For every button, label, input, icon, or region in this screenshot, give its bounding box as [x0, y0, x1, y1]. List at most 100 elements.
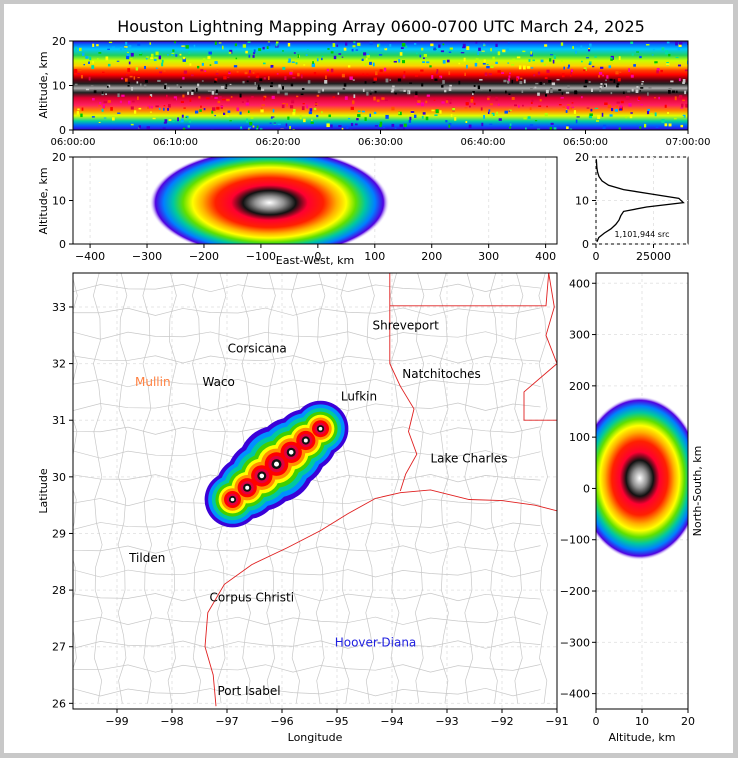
- time-height-speckle: [552, 59, 555, 64]
- time-height-speckle: [327, 48, 330, 50]
- time-height-speckle: [275, 43, 278, 47]
- longitude-tick-label: −99: [105, 715, 128, 728]
- time-height-speckle: [230, 96, 233, 98]
- time-height-speckle: [328, 114, 331, 118]
- time-height-speckle: [398, 59, 401, 63]
- time-height-speckle: [571, 102, 574, 104]
- time-height-speckle: [310, 121, 314, 124]
- east-west-y-tick-label: 10: [52, 195, 66, 208]
- time-height-speckle: [155, 51, 159, 56]
- time-height-speckle: [401, 42, 406, 47]
- time-height-speckle: [119, 47, 122, 51]
- time-height-speckle: [603, 124, 607, 128]
- time-height-speckle: [392, 85, 395, 88]
- time-height-speckle: [220, 105, 224, 108]
- time-height-speckle: [365, 58, 368, 60]
- time-height-speckle: [425, 100, 428, 104]
- time-height-speckle: [306, 49, 309, 51]
- time-height-speckle: [247, 75, 251, 78]
- time-height-speckle: [575, 119, 578, 124]
- time-height-speckle: [576, 116, 580, 118]
- time-height-speckle: [245, 50, 248, 54]
- time-height-speckle: [572, 46, 574, 49]
- time-height-speckle: [173, 98, 177, 101]
- time-height-speckle: [373, 111, 377, 114]
- time-height-speckle: [373, 77, 377, 81]
- time-height-speckle: [350, 106, 354, 110]
- time-height-speckle: [146, 56, 149, 58]
- time-height-speckle: [182, 94, 185, 98]
- time-height-speckle: [391, 106, 395, 111]
- time-height-speckle: [167, 54, 169, 56]
- time-height-speckle: [491, 113, 495, 116]
- time-height-speckle: [253, 52, 256, 55]
- time-height-speckle: [422, 61, 425, 64]
- time-height-speckle: [458, 62, 461, 65]
- time-height-speckle: [150, 53, 154, 58]
- time-height-speckle: [107, 84, 111, 88]
- time-height-speckle: [284, 76, 287, 80]
- time-height-speckle: [445, 99, 449, 103]
- time-height-speckle: [630, 74, 634, 78]
- time-height-speckle: [489, 123, 493, 125]
- time-height-speckle: [364, 81, 367, 84]
- time-height-speckle: [183, 70, 188, 74]
- county-line: [464, 273, 474, 704]
- time-height-speckle: [128, 61, 131, 65]
- time-height-speckle: [379, 121, 383, 126]
- time-height-speckle: [191, 89, 195, 92]
- time-height-speckle: [107, 85, 109, 88]
- time-height-speckle: [356, 47, 359, 49]
- storm-density-cell: [274, 461, 279, 467]
- time-height-speckle: [558, 89, 562, 92]
- time-height-speckle: [372, 81, 376, 84]
- time-height-speckle: [598, 71, 603, 75]
- time-height-speckle: [625, 116, 627, 119]
- time-height-speckle: [180, 86, 182, 88]
- time-height-speckle: [249, 50, 252, 54]
- time-height-speckle: [374, 90, 377, 94]
- time-height-speckle: [97, 58, 99, 61]
- time-height-speckle: [216, 69, 219, 72]
- time-height-speckle: [565, 110, 568, 113]
- time-height-speckle: [430, 43, 434, 47]
- time-height-speckle: [145, 57, 148, 60]
- time-height-speckle: [616, 85, 619, 88]
- time-height-speckle: [171, 52, 175, 54]
- time-height-speckle: [116, 60, 120, 62]
- time-height-speckle: [239, 128, 244, 130]
- longitude-tick-label: −98: [160, 715, 183, 728]
- time-height-speckle: [197, 65, 200, 69]
- east-west-x-tick-label: 200: [421, 250, 442, 263]
- time-height-speckle: [94, 88, 96, 92]
- time-height-speckle: [249, 122, 253, 125]
- time-height-speckle: [448, 71, 451, 75]
- time-height-speckle: [239, 93, 242, 98]
- time-height-speckle: [448, 124, 451, 128]
- time-height-speckle: [613, 79, 616, 84]
- time-height-speckle: [366, 73, 369, 76]
- county-line: [117, 273, 128, 704]
- time-height-speckle: [278, 84, 281, 88]
- county-line: [73, 569, 541, 578]
- time-height-speckle: [488, 73, 492, 76]
- time-height-speckle: [589, 113, 593, 116]
- time-height-speckle: [431, 109, 435, 112]
- time-height-speckle: [385, 114, 389, 119]
- time-height-speckle: [185, 62, 189, 65]
- time-height-speckle: [440, 50, 445, 53]
- time-height-speckle: [204, 70, 207, 72]
- time-height-speckle: [620, 100, 624, 104]
- time-height-speckle: [402, 60, 406, 64]
- time-height-speckle: [93, 90, 97, 94]
- time-height-speckle: [75, 46, 77, 51]
- time-height-speckle: [509, 123, 512, 126]
- time-height-speckle: [398, 111, 402, 116]
- latitude-tick-label: 30: [52, 471, 66, 484]
- time-height-speckle: [599, 85, 603, 89]
- time-height-speckle: [303, 118, 306, 123]
- county-line: [73, 521, 541, 530]
- time-height-speckle: [468, 124, 472, 129]
- time-height-speckle: [242, 44, 247, 48]
- time-height-speckle: [658, 96, 660, 100]
